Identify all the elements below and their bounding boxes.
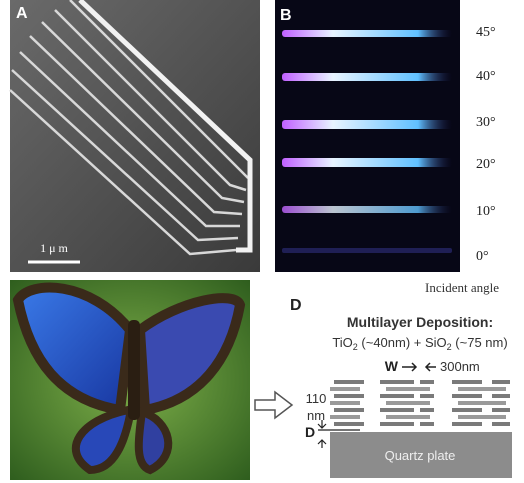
layer: [380, 380, 414, 384]
material-text: (~75 nm): [452, 335, 508, 350]
layer: [386, 401, 420, 405]
panel-d: D Multilayer Deposition: TiO2 (~40nm) + …: [290, 297, 512, 478]
subscript: 2: [353, 342, 358, 352]
angle-label: 10°: [476, 204, 496, 219]
angle-label: 20°: [476, 157, 496, 172]
layer: [334, 380, 364, 384]
subscript: 2: [447, 342, 452, 352]
layer: [452, 394, 482, 398]
layer: [416, 387, 430, 391]
layer: [416, 415, 430, 419]
axis-label: Incident angle: [425, 280, 499, 295]
angle-label: 40°: [476, 69, 496, 84]
angle-label: 30°: [476, 115, 496, 130]
depth-label: D: [305, 424, 315, 440]
layer: [488, 415, 506, 419]
layer: [458, 401, 488, 405]
layer-label: 110: [306, 391, 327, 406]
ridge-top: [78, 0, 253, 253]
title: Multilayer Deposition:: [347, 314, 493, 330]
ridges: [9, 0, 249, 256]
panel-b: B 45° 40° 30° 20° 10° 0° Incident angle: [275, 0, 499, 295]
layer: [458, 415, 488, 419]
angle-label: 45°: [476, 25, 496, 40]
materials: TiO2 (~40nm) + SiO2 (~75 nm): [332, 335, 507, 352]
width-label: W: [385, 358, 399, 374]
panel-a: A 1 μ m: [9, 0, 260, 272]
layer: [416, 401, 430, 405]
layer: [492, 408, 510, 412]
layer: [420, 408, 434, 412]
layer: [330, 415, 360, 419]
layer: [334, 408, 364, 412]
layer: [420, 422, 434, 426]
layer-label: nm: [307, 408, 325, 423]
panel-label: D: [290, 297, 302, 314]
period-label: 300nm: [440, 359, 480, 374]
width-arrows: [402, 362, 436, 372]
substrate: [330, 432, 512, 478]
multilayer: [330, 380, 510, 426]
layer: [386, 387, 420, 391]
layer: [330, 401, 360, 405]
layer: [334, 394, 364, 398]
layer: [452, 380, 482, 384]
depth-arrows: [317, 420, 360, 448]
panel-label: B: [280, 7, 292, 24]
layer: [334, 422, 364, 426]
butterfly-photo: [10, 280, 250, 480]
layer: [452, 408, 482, 412]
layer: [458, 387, 488, 391]
layer: [380, 394, 414, 398]
scale-bar-label: 1 μ m: [40, 241, 68, 255]
angle-label: 0°: [476, 249, 489, 264]
panel-label: A: [16, 5, 28, 22]
layer: [492, 422, 510, 426]
layer: [386, 415, 420, 419]
layer: [492, 394, 510, 398]
layer: [380, 422, 414, 426]
optical-image: [275, 0, 460, 272]
layer: [488, 401, 506, 405]
layer: [420, 380, 434, 384]
material-text: (~40nm) + SiO: [358, 335, 447, 350]
layer: [330, 387, 360, 391]
layer: [420, 394, 434, 398]
layer: [492, 380, 510, 384]
substrate-label: Quartz plate: [385, 448, 456, 463]
layer: [380, 408, 414, 412]
material-text: TiO: [332, 335, 352, 350]
stripes: [282, 30, 452, 253]
layer: [488, 387, 506, 391]
arrow: [254, 390, 294, 420]
layer: [452, 422, 482, 426]
